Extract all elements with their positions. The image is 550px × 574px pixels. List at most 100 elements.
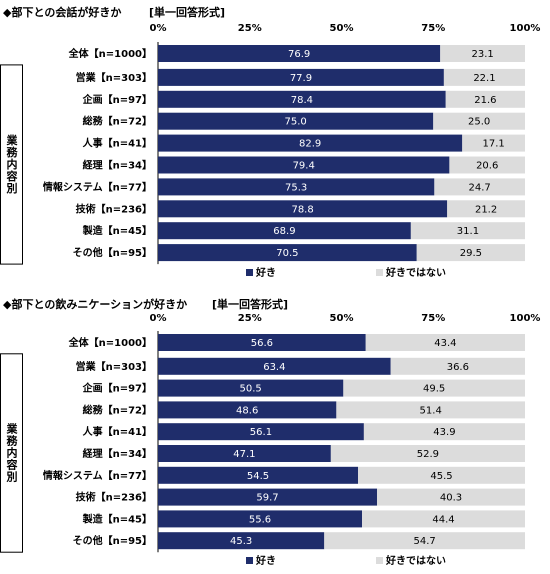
data-label: 43.4 xyxy=(434,338,456,349)
data-label: 29.5 xyxy=(460,248,482,259)
data-label: 55.6 xyxy=(249,514,271,525)
bar-segment xyxy=(158,200,448,218)
bar-segment xyxy=(158,68,444,86)
bar-segment xyxy=(158,156,450,174)
data-label: 70.5 xyxy=(276,248,298,259)
category-label: 経理【n=34】 xyxy=(83,159,152,172)
legend-swatch xyxy=(376,557,383,564)
bar-segment xyxy=(158,357,391,375)
data-label: 45.5 xyxy=(430,471,452,482)
bar-segment xyxy=(158,532,325,550)
bar-segment xyxy=(343,379,525,397)
data-label: 51.4 xyxy=(420,405,442,416)
bar-segment xyxy=(440,45,525,62)
x-tick-label: 50% xyxy=(330,313,354,324)
group-bracket xyxy=(0,353,23,553)
category-label: 製造【n=45】 xyxy=(82,512,152,525)
x-tick-label: 50% xyxy=(330,23,354,34)
chart-panel-conversation: ◆部下との会話が好きか [単一回答形式] 0% 25% 50% 75% 100% 業務内容… xyxy=(0,6,541,279)
chart-panel-drinking: ◆部下との飲みニケーションが好きか [単一回答形式] 0% 25% 50% 75% 10… xyxy=(0,292,550,574)
bar-segment xyxy=(158,45,441,62)
bar-segment xyxy=(158,334,366,351)
category-label: 人事【n=41】 xyxy=(83,425,152,438)
data-label: 17.1 xyxy=(482,139,504,150)
data-label: 23.1 xyxy=(471,49,493,60)
legend-label: 好きではない xyxy=(385,266,446,279)
bar-segment xyxy=(158,423,364,441)
bar-segment xyxy=(416,244,525,262)
bar-segment xyxy=(443,68,525,86)
category-label: 営業【n=303】 xyxy=(76,71,152,84)
data-label: 43.9 xyxy=(433,427,455,438)
x-tick-label: 75% xyxy=(421,313,445,324)
data-label: 47.1 xyxy=(233,449,255,460)
bar-chart-conversation: 0% 25% 50% 75% 100% 業務内容別 全体【n=1000】 76.9 23.1 営業… xyxy=(0,23,541,279)
bar-segment xyxy=(363,423,525,441)
bar-segment xyxy=(462,134,525,152)
legend-label: 好き xyxy=(255,266,276,279)
bar-segment xyxy=(449,156,525,174)
legend-swatch xyxy=(246,557,253,564)
bar-segment xyxy=(358,466,525,484)
data-label: 54.7 xyxy=(413,536,435,547)
bar-segment xyxy=(324,532,525,550)
x-tick-label: 25% xyxy=(238,23,262,34)
group-bracket xyxy=(0,64,23,265)
bar-segment xyxy=(158,445,331,462)
data-label: 49.5 xyxy=(423,384,445,395)
legend-label: 好き xyxy=(255,554,276,567)
x-tick-label: 25% xyxy=(238,313,262,324)
data-label: 78.8 xyxy=(291,204,313,215)
category-label: 情報システム【n=77】 xyxy=(43,469,152,482)
chart-title: ◆部下との会話が好きか xyxy=(3,6,122,19)
category-label: 企画【n=97】 xyxy=(82,93,152,106)
x-tick-label: 0% xyxy=(150,23,167,34)
category-label: 全体【n=1000】 xyxy=(68,336,152,349)
category-label: 全体【n=1000】 xyxy=(68,47,152,60)
data-label: 22.1 xyxy=(473,73,495,84)
x-tick-label: 100% xyxy=(510,23,541,34)
data-label: 48.6 xyxy=(236,405,258,416)
bar-segment xyxy=(158,379,344,397)
data-label: 59.7 xyxy=(256,493,278,504)
bar-segment xyxy=(158,401,337,419)
group-label: 業務内容別 xyxy=(5,133,19,194)
category-label: 技術【n=236】 xyxy=(76,202,152,215)
bar-segment xyxy=(158,244,417,262)
data-label: 75.0 xyxy=(284,117,306,128)
data-label: 56.6 xyxy=(251,338,273,349)
data-label: 20.6 xyxy=(476,161,498,172)
data-label: 76.9 xyxy=(288,49,310,60)
category-label: 人事【n=41】 xyxy=(83,137,152,150)
bar-segment xyxy=(158,112,434,130)
data-label: 78.4 xyxy=(291,95,313,106)
bar-segment xyxy=(447,200,525,218)
bar-segment xyxy=(158,510,363,528)
data-label: 50.5 xyxy=(240,384,262,395)
category-label: 企画【n=97】 xyxy=(82,382,152,395)
legend-label: 好きではない xyxy=(385,554,446,567)
data-label: 56.1 xyxy=(250,427,272,438)
bar-segment xyxy=(362,510,525,528)
category-label: 総務【n=72】 xyxy=(83,403,152,416)
group-label: 業務内容別 xyxy=(5,422,19,483)
category-label: その他【n=95】 xyxy=(73,534,152,547)
category-label: 技術【n=236】 xyxy=(76,491,152,504)
category-label: その他【n=95】 xyxy=(73,246,152,259)
data-label: 54.5 xyxy=(247,471,269,482)
data-label: 24.7 xyxy=(469,182,491,193)
bar-segment xyxy=(158,90,446,108)
bar-segment xyxy=(330,445,525,462)
data-label: 44.4 xyxy=(432,514,454,525)
data-label: 25.0 xyxy=(468,117,490,128)
bar-segment xyxy=(158,466,359,484)
category-label: 経理【n=34】 xyxy=(83,447,152,460)
category-label: 製造【n=45】 xyxy=(82,224,152,237)
bar-segment xyxy=(377,488,525,506)
data-label: 52.9 xyxy=(417,449,439,460)
bar-segment xyxy=(336,401,525,419)
data-label: 21.6 xyxy=(474,95,496,106)
data-label: 77.9 xyxy=(290,73,312,84)
data-label: 68.9 xyxy=(273,226,295,237)
bar-segment xyxy=(158,178,435,196)
